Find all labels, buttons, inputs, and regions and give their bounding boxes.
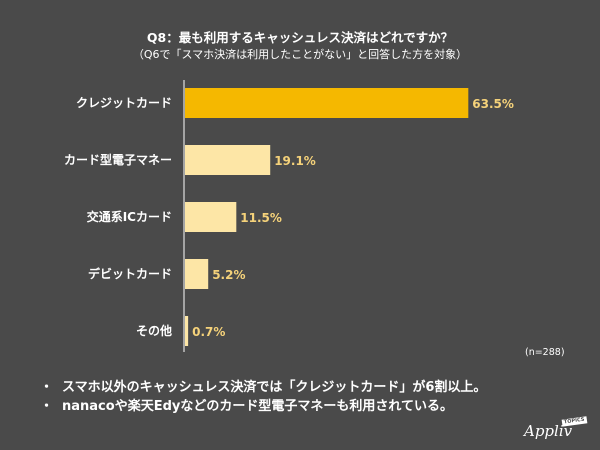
category-label: クレジットカード bbox=[76, 96, 172, 110]
summary-notes: ・スマホ以外のキャッシュレス決済では「クレジットカード」が6割以上。 ・ nana… bbox=[40, 378, 580, 416]
category-label: カード型電子マネー bbox=[64, 152, 172, 167]
chart-title: Q8：最も利用するキャッシュレス決済はどれですか？ bbox=[146, 30, 454, 45]
bar-3 bbox=[185, 259, 209, 289]
value-label: 19.1% bbox=[274, 154, 316, 168]
appliv-logo: Appliv TOPICS bbox=[524, 416, 590, 444]
chart-subtitle: （Q6で「スマホ決済は利用したことがない」と回答した方を対象） bbox=[132, 48, 468, 61]
bar-2 bbox=[185, 202, 237, 232]
value-label: 63.5% bbox=[472, 97, 514, 111]
bar-4 bbox=[185, 316, 189, 346]
sample-size-label: (n=288) bbox=[525, 347, 565, 358]
value-label: 11.5% bbox=[240, 211, 282, 225]
brand-badge: TOPICS bbox=[561, 416, 587, 427]
note-text: nanacoや楽天Edyなどのカード型電子マネーも利用されている。 bbox=[62, 399, 453, 414]
brand-name: Appliv bbox=[524, 422, 573, 440]
category-label: デビットカード bbox=[88, 266, 172, 281]
note-item: ・ nanacoや楽天Edyなどのカード型電子マネーも利用されている。 bbox=[40, 397, 580, 416]
note-item: ・スマホ以外のキャッシュレス決済では「クレジットカード」が6割以上。 bbox=[40, 378, 580, 397]
bullet-dot: ・ bbox=[40, 399, 54, 414]
note-text: スマホ以外のキャッシュレス決済では「クレジットカード」が6割以上。 bbox=[62, 380, 487, 395]
category-label: その他 bbox=[136, 323, 172, 338]
bullet-dot: ・ bbox=[40, 380, 54, 395]
bar-0 bbox=[185, 88, 469, 118]
value-label: 5.2% bbox=[212, 268, 245, 282]
value-label: 0.7% bbox=[192, 325, 225, 339]
category-label: 交通系ICカード bbox=[87, 209, 172, 224]
bar-1 bbox=[185, 145, 271, 175]
